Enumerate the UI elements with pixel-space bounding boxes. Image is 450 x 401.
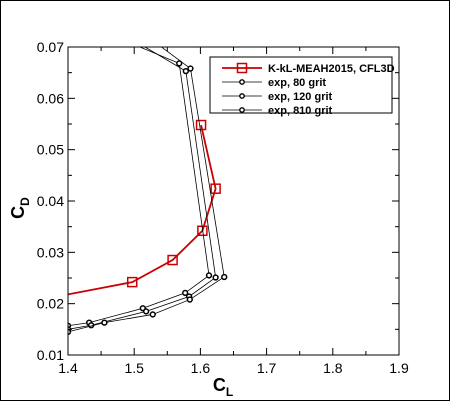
legend-label: exp, 810 grit — [268, 105, 333, 117]
y-tick-label: 0.01 — [37, 347, 64, 363]
series-layer — [68, 47, 228, 336]
x-tick-label: 1.9 — [389, 360, 409, 376]
legend-label: exp, 120 grit — [268, 91, 333, 103]
series-4 — [68, 47, 228, 336]
legend-marker — [236, 62, 248, 74]
x-tick-label: 1.7 — [257, 360, 277, 376]
x-axis-title: CL — [213, 375, 233, 399]
data-point — [176, 60, 183, 67]
legend-box — [209, 56, 393, 114]
legend-marker — [239, 107, 245, 113]
legend-marker — [239, 79, 245, 85]
series-line — [68, 124, 217, 296]
data-point — [205, 272, 213, 279]
legend: K-kL-MEAH2015, CFL3D exp, 80 grit exp, 120… — [209, 56, 395, 117]
legend-label: exp, 80 grit — [268, 77, 326, 89]
data-point — [182, 67, 189, 75]
data-point — [167, 254, 178, 266]
x-tick-label: 1.4 — [58, 360, 78, 376]
data-point — [187, 65, 194, 72]
tick-labels: 1.4 1.5 1.6 1.7 1.8 1.9 0.01 0.02 0.03 0.04 0.05 0.… — [37, 39, 409, 376]
data-point — [182, 289, 189, 297]
series-1 — [68, 119, 221, 296]
data-point — [126, 276, 138, 288]
y-tick-label: 0.03 — [37, 244, 64, 260]
data-point — [149, 311, 156, 318]
data-point — [195, 119, 207, 131]
y-tick-label: 0.05 — [37, 142, 64, 158]
axis-ticks — [67, 46, 400, 356]
series-line — [68, 47, 217, 330]
data-point — [101, 319, 108, 326]
y-tick-label: 0.02 — [37, 296, 64, 312]
data-point — [212, 274, 219, 281]
y-tick-label: 0.07 — [37, 39, 64, 55]
y-tick-label: 0.04 — [37, 193, 64, 209]
data-point — [186, 296, 193, 303]
legend-marker — [239, 93, 245, 99]
y-axis-title: CD — [8, 197, 32, 219]
y-tick-label: 0.06 — [37, 90, 64, 106]
data-point — [221, 273, 228, 281]
data-point — [210, 183, 221, 194]
x-tick-label: 1.6 — [191, 360, 211, 376]
legend-label: K-kL-MEAH2015, CFL3D — [268, 63, 395, 75]
data-point — [68, 328, 72, 336]
x-tick-label: 1.5 — [124, 360, 144, 376]
x-tick-label: 1.8 — [323, 360, 343, 376]
data-point — [142, 308, 150, 315]
